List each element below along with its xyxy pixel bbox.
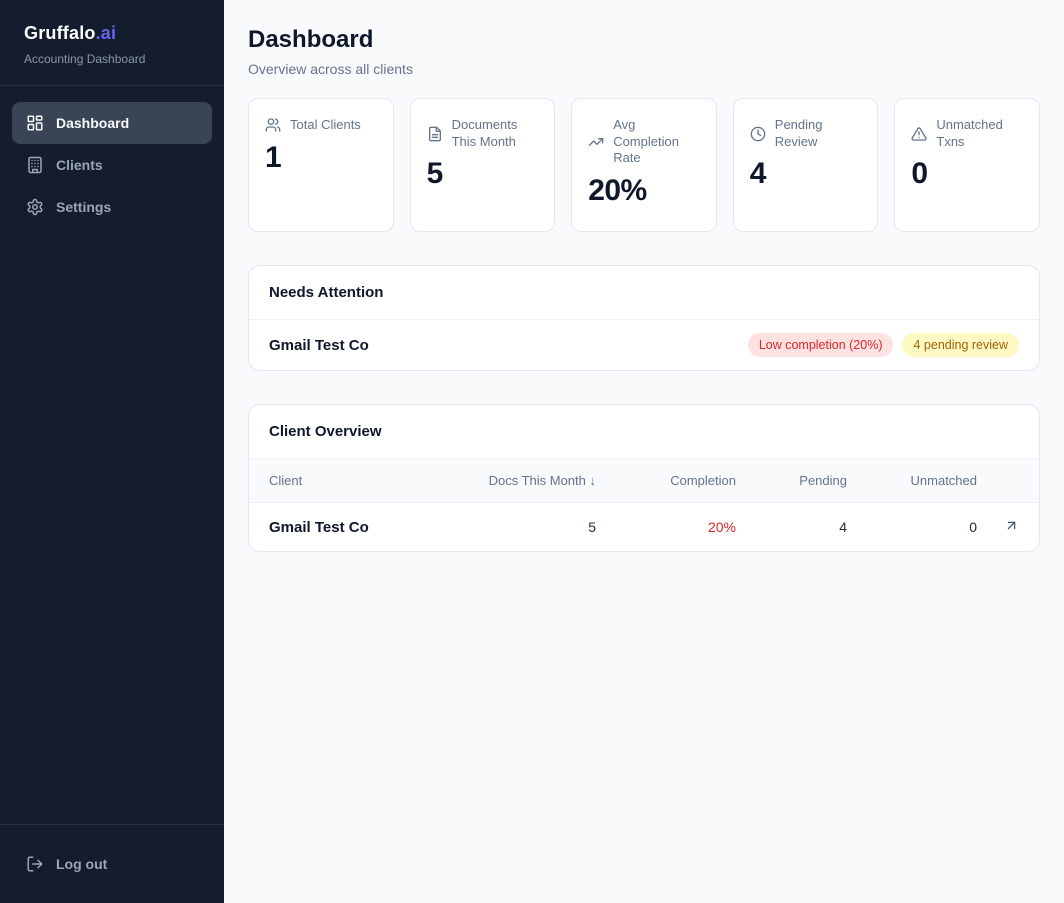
sidebar-item-settings[interactable]: Settings	[12, 186, 212, 228]
cell-actions	[977, 503, 1039, 552]
stat-card-unmatched-txns: Unmatched Txns 0	[894, 98, 1040, 232]
sidebar: Gruffalo.ai Accounting Dashboard Dashboa…	[0, 0, 224, 903]
building-icon	[26, 156, 44, 174]
stat-value: 4	[749, 157, 767, 191]
cell-pending: 4	[839, 519, 847, 535]
column-header-completion[interactable]: Completion	[596, 458, 736, 503]
needs-attention-panel: Needs Attention Gmail Test Co Low comple…	[248, 265, 1040, 371]
logout-icon	[26, 855, 44, 873]
main-content: Dashboard Overview across all clients To…	[224, 0, 1064, 903]
brand: Gruffalo.ai Accounting Dashboard	[0, 0, 224, 86]
warning-triangle-icon	[911, 126, 927, 142]
stat-card-pending-review: Pending Review 4	[732, 98, 879, 232]
page-title: Dashboard	[248, 26, 374, 53]
users-icon	[265, 117, 281, 133]
stat-label: Avg Completion Rate	[613, 117, 679, 166]
trending-up-icon	[588, 134, 604, 150]
brand-suffix-text: .ai	[95, 23, 117, 43]
clock-icon	[750, 126, 766, 142]
needs-attention-title: Needs Attention	[249, 266, 1039, 320]
brand-subtitle: Accounting Dashboard	[24, 52, 146, 66]
stat-label: Pending Review	[774, 117, 823, 149]
column-header-actions	[977, 458, 1039, 503]
document-icon	[427, 126, 443, 142]
attention-client-name: Gmail Test Co	[269, 336, 369, 354]
column-header-client[interactable]: Client	[249, 458, 426, 503]
gear-icon	[26, 198, 44, 216]
column-header-unmatched[interactable]: Unmatched	[847, 458, 977, 503]
dashboard-icon	[26, 114, 44, 132]
column-header-pending[interactable]: Pending	[736, 458, 847, 503]
logout-label: Log out	[56, 856, 108, 872]
stat-label: Total Clients	[290, 117, 361, 132]
page-subtitle: Overview across all clients	[248, 61, 413, 77]
sidebar-footer: Log out	[0, 824, 224, 903]
stat-label: Documents This Month	[451, 117, 518, 149]
logout-button[interactable]: Log out	[12, 843, 212, 885]
stat-card-total-clients: Total Clients 1	[248, 98, 394, 232]
attention-row[interactable]: Gmail Test Co Low completion (20%) 4 pen…	[249, 320, 1039, 370]
stat-label: Unmatched Txns	[936, 117, 1003, 149]
stat-card-documents-this-month: Documents This Month 5	[409, 98, 556, 232]
cell-client-name: Gmail Test Co	[269, 518, 369, 536]
brand-logo: Gruffalo.ai	[24, 23, 200, 44]
cell-unmatched: 0	[969, 519, 977, 535]
sidebar-item-label: Settings	[56, 199, 112, 215]
client-overview-title: Client Overview	[269, 423, 382, 440]
client-table-row[interactable]: Gmail Test Co 5 20% 4 0	[249, 503, 1039, 552]
client-overview-panel: Client Overview Client Docs This Month ↓…	[248, 404, 1040, 552]
cell-completion: 20%	[707, 519, 736, 535]
open-client-arrow-icon[interactable]	[1004, 518, 1019, 533]
stats-row: Total Clients 1 Documents This Month 5	[248, 98, 1040, 232]
brand-name-text: Gruffalo	[24, 23, 96, 43]
sidebar-item-label: Dashboard	[56, 115, 130, 131]
pending-review-badge: 4 pending review	[902, 333, 1019, 357]
column-header-docs-this-month[interactable]: Docs This Month ↓	[426, 458, 596, 503]
stat-value: 0	[911, 157, 928, 191]
sidebar-item-label: Clients	[56, 157, 103, 173]
stat-value: 20%	[588, 173, 647, 207]
sidebar-item-dashboard[interactable]: Dashboard	[12, 102, 212, 144]
sidebar-nav: Dashboard Clients Settings	[0, 86, 224, 824]
sidebar-item-clients[interactable]: Clients	[12, 144, 212, 186]
attention-badges: Low completion (20%) 4 pending review	[747, 333, 1019, 357]
client-overview-table: Client Docs This Month ↓ Completion Pend…	[249, 458, 1039, 551]
cell-docs-this-month: 5	[588, 519, 596, 535]
stat-value: 1	[265, 140, 282, 174]
stat-value: 5	[426, 157, 444, 191]
stat-card-avg-completion-rate: Avg Completion Rate 20%	[571, 98, 717, 232]
low-completion-badge: Low completion (20%)	[747, 333, 894, 357]
table-header-row: Client Docs This Month ↓ Completion Pend…	[249, 458, 1039, 503]
